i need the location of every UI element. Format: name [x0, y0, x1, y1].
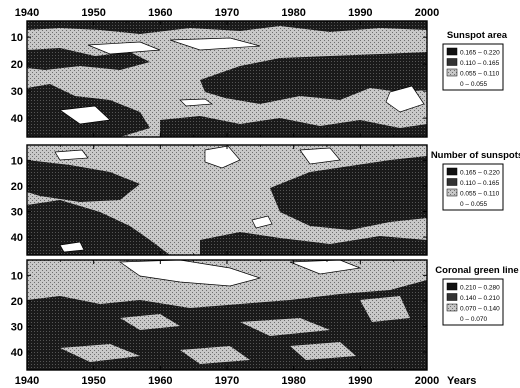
legend-swatch	[447, 199, 457, 207]
x-tick-label-top: 1970	[215, 7, 239, 19]
legend-label: 0 – 0.055	[460, 201, 487, 208]
heatmap-area-1	[27, 21, 427, 137]
legend-swatch	[446, 47, 458, 56]
legend-swatch	[446, 303, 458, 312]
legend-swatch	[446, 188, 458, 197]
panel-coronal-green-line	[26, 259, 428, 371]
legend-title: Sunspot area	[447, 30, 508, 41]
legend-label: 0.110 – 0.165	[460, 180, 500, 187]
x-tick-label-bottom: 1950	[81, 375, 105, 387]
x-tick-label-top: 2000	[415, 7, 439, 19]
y-tick-label: 30	[11, 322, 23, 334]
legend-label: 0.110 – 0.165	[460, 60, 500, 67]
x-tick-label-top: 1940	[15, 7, 39, 19]
x-tick-label-top: 1990	[348, 7, 372, 19]
legend-swatch	[446, 167, 458, 176]
legend-swatch	[446, 58, 458, 66]
x-tick-label-bottom: 1960	[148, 375, 172, 387]
heatmap-area-3	[27, 260, 427, 370]
y-tick-label: 10	[11, 32, 23, 44]
y-tick-label: 10	[11, 270, 23, 282]
legend-label: 0.165 – 0.220	[460, 50, 500, 57]
y-tick-label: 20	[11, 59, 23, 71]
legend-title: Coronal green line	[435, 265, 518, 276]
y-tick-label: 10	[11, 155, 23, 167]
y-tick-label: 20	[11, 181, 23, 193]
legend-label: 0.165 – 0.220	[460, 170, 500, 177]
x-tick-label-bottom: 1980	[281, 375, 305, 387]
y-tick-label: 40	[11, 347, 23, 359]
heatmap-area-2	[27, 145, 427, 255]
x-tick-label-bottom: 1970	[215, 375, 239, 387]
panel-number-of-sunspots	[26, 144, 428, 256]
legend-swatch	[447, 314, 457, 322]
y-tick-label: 40	[11, 232, 23, 244]
legend-label: 0.210 – 0.280	[460, 285, 500, 292]
x-tick-label-top: 1980	[281, 7, 305, 19]
y-tick-label: 30	[11, 207, 23, 219]
legend-swatch	[446, 68, 458, 77]
y-tick-label: 20	[11, 296, 23, 308]
x-tick-label-bottom: 1940	[15, 375, 39, 387]
panel-sunspot-area	[26, 20, 428, 138]
legend-swatch	[446, 293, 458, 301]
x-axis-label: Years	[447, 375, 476, 387]
legend-label: 0 – 0.070	[460, 316, 487, 323]
legend-swatch	[446, 282, 458, 291]
x-tick-label-bottom: 2000	[415, 375, 439, 387]
legend-label: 0.070 – 0.140	[460, 306, 500, 313]
x-tick-label-bottom: 1990	[348, 375, 372, 387]
legend-label: 0.055 – 0.110	[460, 71, 500, 78]
legend-swatch	[446, 178, 458, 186]
y-tick-label: 40	[11, 113, 23, 125]
legend-label: 0.055 – 0.110	[460, 191, 500, 198]
legend-label: 0.140 – 0.210	[460, 295, 500, 302]
x-tick-label-top: 1950	[81, 7, 105, 19]
legend-label: 0 – 0.055	[460, 81, 487, 88]
legend-title: Number of sunspots	[431, 150, 520, 161]
x-tick-label-top: 1960	[148, 7, 172, 19]
y-tick-label: 30	[11, 86, 23, 98]
legend-swatch	[447, 79, 457, 87]
